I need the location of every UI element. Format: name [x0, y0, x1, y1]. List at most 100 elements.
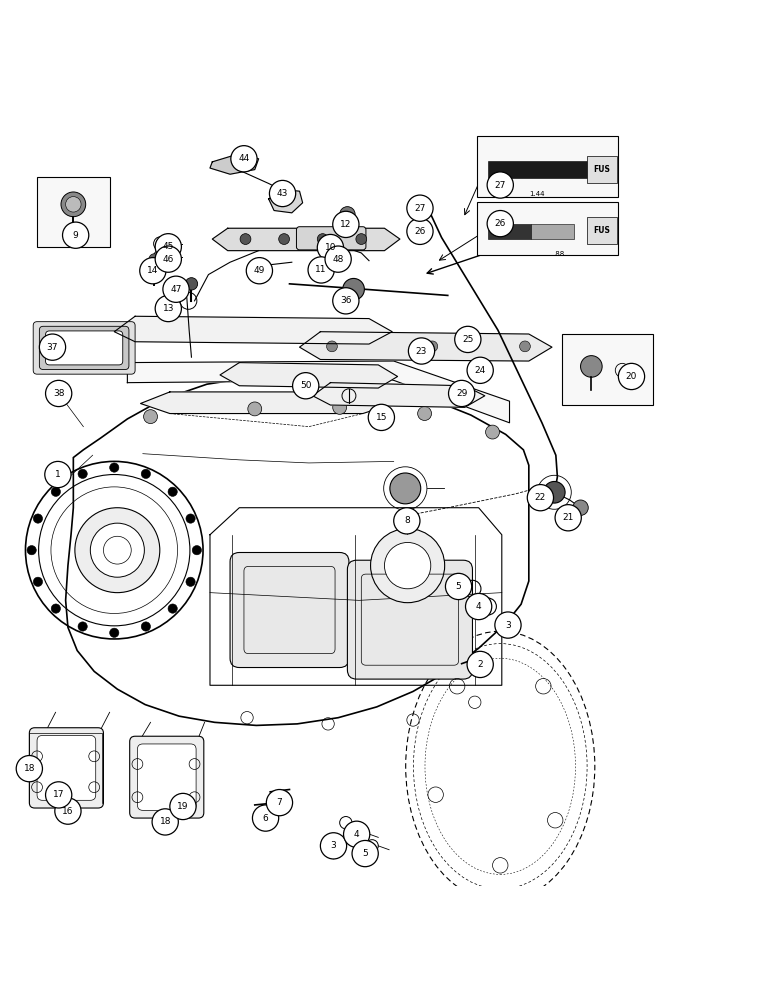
Circle shape: [51, 604, 60, 613]
Circle shape: [581, 356, 602, 377]
Polygon shape: [141, 392, 394, 414]
Text: 2: 2: [477, 660, 483, 669]
FancyBboxPatch shape: [587, 156, 617, 183]
Circle shape: [418, 407, 432, 420]
Text: 1.44: 1.44: [529, 191, 545, 197]
Text: 23: 23: [416, 347, 427, 356]
Circle shape: [333, 211, 359, 238]
Circle shape: [46, 380, 72, 407]
FancyBboxPatch shape: [477, 202, 618, 255]
FancyBboxPatch shape: [37, 177, 110, 247]
Circle shape: [163, 276, 189, 302]
Text: 7: 7: [276, 798, 283, 807]
Circle shape: [78, 622, 87, 631]
Circle shape: [63, 222, 89, 248]
Text: 49: 49: [254, 266, 265, 275]
Circle shape: [141, 622, 151, 631]
Circle shape: [33, 514, 42, 523]
Circle shape: [317, 234, 344, 261]
Text: 17: 17: [53, 790, 64, 799]
Circle shape: [246, 258, 273, 284]
Circle shape: [317, 234, 328, 244]
Circle shape: [168, 487, 178, 496]
Circle shape: [486, 425, 499, 439]
FancyBboxPatch shape: [46, 331, 123, 365]
FancyBboxPatch shape: [587, 217, 617, 244]
Text: 27: 27: [495, 181, 506, 190]
Circle shape: [487, 211, 513, 237]
Circle shape: [527, 485, 554, 511]
Circle shape: [487, 172, 513, 198]
Circle shape: [384, 542, 431, 589]
Text: 43: 43: [277, 189, 288, 198]
FancyBboxPatch shape: [488, 224, 531, 239]
Circle shape: [543, 481, 565, 503]
Circle shape: [144, 410, 157, 424]
Text: 12: 12: [340, 220, 351, 229]
Circle shape: [325, 246, 351, 272]
Text: 3: 3: [505, 621, 511, 630]
Circle shape: [455, 326, 481, 353]
Circle shape: [449, 380, 475, 407]
Circle shape: [186, 577, 195, 586]
Text: 18: 18: [160, 817, 171, 826]
Circle shape: [110, 628, 119, 637]
Text: FUS: FUS: [593, 165, 610, 174]
Circle shape: [278, 791, 290, 803]
Circle shape: [168, 604, 178, 613]
Text: 15: 15: [376, 413, 387, 422]
Circle shape: [78, 469, 87, 478]
Circle shape: [356, 234, 367, 244]
Circle shape: [427, 341, 438, 352]
Circle shape: [555, 505, 581, 531]
Circle shape: [51, 487, 60, 496]
Text: 5: 5: [455, 582, 462, 591]
Circle shape: [240, 234, 251, 244]
Circle shape: [320, 833, 347, 859]
Circle shape: [407, 218, 433, 244]
Text: 26: 26: [495, 219, 506, 228]
Polygon shape: [300, 332, 552, 361]
Circle shape: [231, 146, 257, 172]
Circle shape: [279, 234, 290, 244]
Circle shape: [293, 373, 319, 399]
Circle shape: [343, 278, 364, 300]
Text: 6: 6: [262, 814, 269, 823]
Circle shape: [55, 798, 81, 824]
Circle shape: [39, 334, 66, 360]
Polygon shape: [313, 383, 485, 407]
Circle shape: [252, 805, 279, 831]
Circle shape: [333, 400, 347, 414]
FancyBboxPatch shape: [29, 728, 103, 808]
FancyBboxPatch shape: [39, 326, 129, 370]
Circle shape: [266, 790, 293, 816]
Circle shape: [466, 593, 492, 620]
Polygon shape: [220, 363, 398, 388]
Circle shape: [495, 612, 521, 638]
Text: 46: 46: [163, 255, 174, 264]
Circle shape: [155, 295, 181, 322]
Circle shape: [46, 782, 72, 808]
Circle shape: [390, 473, 421, 504]
Polygon shape: [212, 228, 400, 251]
FancyBboxPatch shape: [296, 227, 366, 250]
Text: 22: 22: [535, 493, 546, 502]
Circle shape: [445, 573, 472, 600]
Text: 45: 45: [163, 242, 174, 251]
Text: 37: 37: [47, 343, 58, 352]
Text: 3: 3: [330, 841, 337, 850]
Text: 1: 1: [55, 470, 61, 479]
FancyBboxPatch shape: [531, 224, 574, 239]
Circle shape: [152, 809, 178, 835]
Circle shape: [192, 546, 201, 555]
Circle shape: [520, 341, 530, 352]
FancyBboxPatch shape: [488, 161, 587, 178]
FancyBboxPatch shape: [37, 735, 96, 800]
Circle shape: [66, 197, 81, 212]
Circle shape: [340, 207, 355, 222]
Circle shape: [248, 402, 262, 416]
Text: 48: 48: [333, 255, 344, 264]
Text: 10: 10: [325, 243, 336, 252]
Text: 16: 16: [63, 807, 73, 816]
FancyBboxPatch shape: [137, 744, 196, 810]
